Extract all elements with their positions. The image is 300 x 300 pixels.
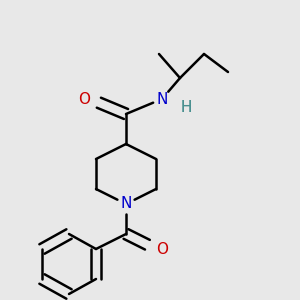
Text: O: O bbox=[78, 92, 90, 106]
Text: N: N bbox=[120, 196, 132, 211]
Text: H: H bbox=[180, 100, 191, 116]
Text: O: O bbox=[156, 242, 168, 256]
Text: N: N bbox=[156, 92, 168, 106]
Text: H: H bbox=[180, 100, 191, 116]
